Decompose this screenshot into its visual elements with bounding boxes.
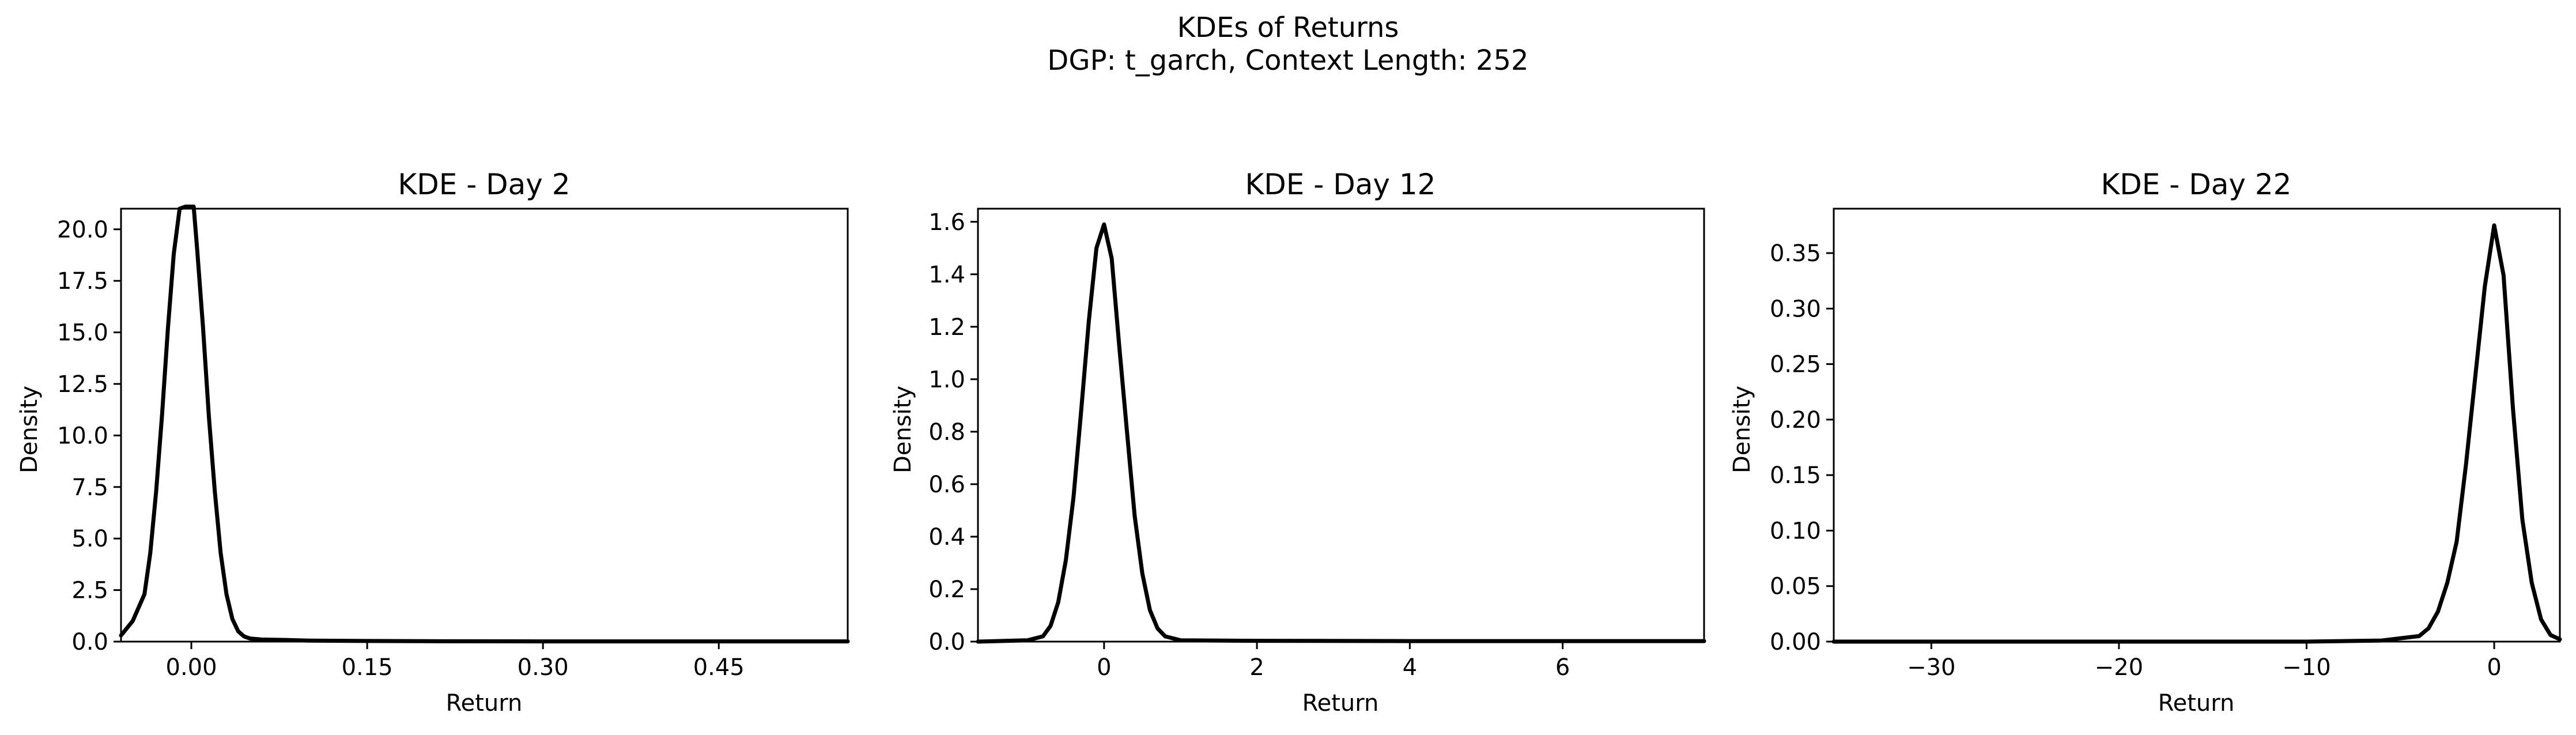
- y-tick-label: 0.0: [71, 629, 108, 655]
- figure-title: KDEs of Returns: [1177, 12, 1399, 44]
- y-tick-label: 0.4: [928, 524, 965, 551]
- y-tick-label: 0.25: [1770, 352, 1821, 378]
- y-tick-label: 20.0: [57, 217, 108, 243]
- y-tick-label: 1.6: [928, 209, 965, 236]
- axes-frame: [120, 208, 849, 643]
- y-tick-label: 5.0: [71, 526, 108, 552]
- y-tick-label: 0.20: [1770, 407, 1821, 434]
- y-tick-label: 1.4: [928, 262, 965, 288]
- kde-curve-series-0: [1831, 223, 2562, 644]
- x-axis-label: Return: [1302, 690, 1379, 717]
- y-tick-label: 17.5: [57, 268, 108, 295]
- plot-area: 0.00 0.15 0.30 0.45 0.0 2.5 5.0 7.5 10.0 12.5 15.0…: [57, 204, 850, 681]
- y-tick-label: 0.0: [928, 629, 965, 655]
- panel-title: KDE - Day 22: [2101, 168, 2292, 201]
- x-tick-label: 0: [2487, 654, 2501, 681]
- y-tick-label: 0.10: [1770, 518, 1821, 544]
- kde-panel-day-22: KDE - Day 22 −30 −20 −10 0 0.00 0.05 0.10 0.15 0…: [1729, 168, 2562, 717]
- axes-frame: [1833, 208, 2561, 643]
- y-tick-label: 0.15: [1770, 462, 1821, 489]
- x-tick-label: −20: [2095, 654, 2143, 681]
- x-tick-label: 0: [1097, 654, 1111, 681]
- x-tick-label: 6: [1555, 654, 1570, 681]
- figure-subtitle: DGP: t_garch, Context Length: 252: [1047, 44, 1528, 77]
- y-axis-label: Density: [1729, 386, 1755, 473]
- x-tick-label: −30: [1907, 654, 1955, 681]
- x-tick-label: 0.00: [166, 654, 217, 681]
- y-tick-label: 12.5: [57, 371, 108, 398]
- y-tick-label: 1.0: [928, 367, 965, 393]
- y-tick-label: 0.05: [1770, 574, 1821, 600]
- x-tick-label: 0.15: [342, 654, 393, 681]
- y-tick-label: 10.0: [57, 423, 108, 449]
- panel-title: KDE - Day 2: [398, 168, 570, 201]
- plot-area: 0 2 4 6 0.0 0.2 0.4 0.6 0.8 1.0 1.2 1.4 1.6: [928, 208, 1706, 681]
- axes-frame: [977, 208, 1705, 643]
- kde-curve-series-0: [119, 204, 850, 644]
- y-axis-label: Density: [890, 386, 916, 473]
- plot-area: −30 −20 −10 0 0.00 0.05 0.10 0.15 0.20 0.25 0.30 0.…: [1770, 208, 2562, 681]
- y-tick-label: 15.0: [57, 320, 108, 346]
- x-tick-label: −10: [2282, 654, 2331, 681]
- x-tick-label: 0.30: [518, 654, 569, 681]
- y-axis-label: Density: [16, 386, 43, 473]
- y-tick-label: 1.2: [928, 314, 965, 341]
- x-axis-label: Return: [2158, 690, 2235, 717]
- panel-title: KDE - Day 12: [1245, 168, 1436, 201]
- y-tick-label: 7.5: [71, 474, 108, 501]
- x-axis-label: Return: [446, 690, 523, 717]
- kde-curve-series-0: [976, 222, 1706, 644]
- x-tick-label: 4: [1403, 654, 1417, 681]
- y-tick-label: 0.00: [1770, 629, 1821, 655]
- y-tick-label: 0.2: [928, 576, 965, 603]
- y-tick-label: 0.6: [928, 472, 965, 498]
- x-tick-label: 0.45: [693, 654, 745, 681]
- kde-panel-day-2: KDE - Day 2 0.00 0.15 0.30 0.45 0.0 2.5 5.0 7.5…: [16, 168, 850, 717]
- y-tick-label: 0.8: [928, 419, 965, 446]
- y-tick-label: 0.30: [1770, 296, 1821, 322]
- y-tick-label: 0.35: [1770, 240, 1821, 267]
- kde-panel-day-12: KDE - Day 12 0 2 4 6 0.0 0.2 0.4 0.6 0.8 1.0 1.2 1.…: [890, 168, 1706, 717]
- y-tick-label: 2.5: [71, 578, 108, 604]
- x-tick-label: 2: [1249, 654, 1264, 681]
